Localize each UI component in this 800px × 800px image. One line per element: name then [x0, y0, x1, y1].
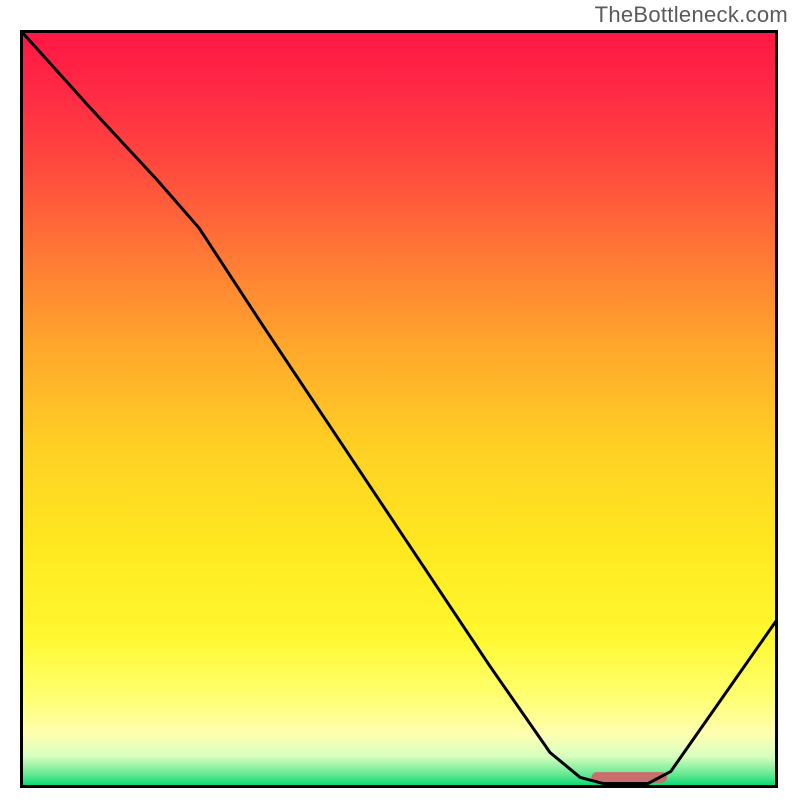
chart-svg: [20, 30, 778, 788]
bottleneck-chart: [20, 30, 778, 788]
watermark-text: TheBottleneck.com: [595, 2, 788, 28]
